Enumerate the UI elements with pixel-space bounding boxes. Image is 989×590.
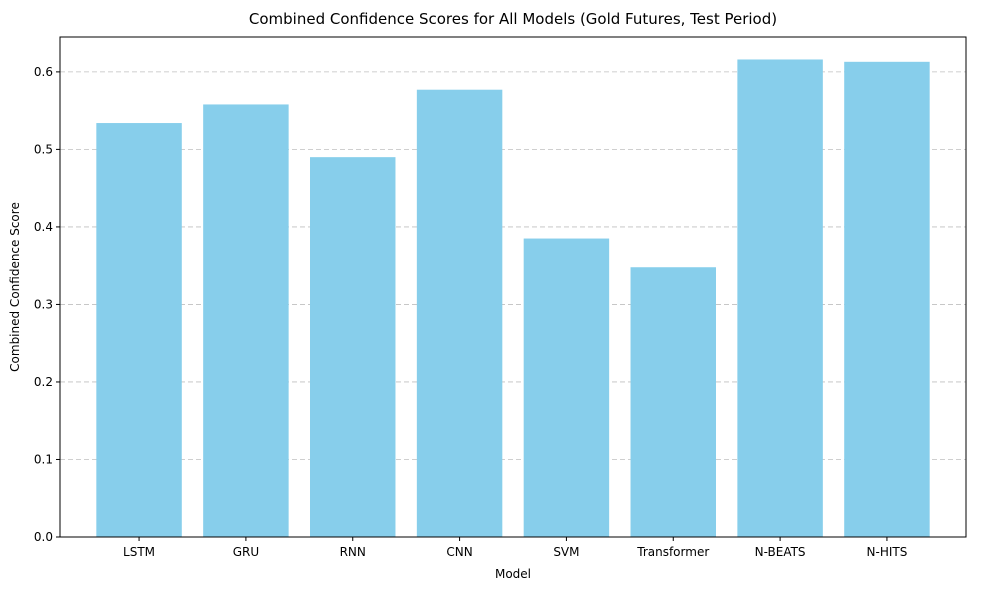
bar-rnn	[310, 157, 396, 538]
bar-n-beats	[737, 59, 823, 537]
y-tick-label-5: 0.5	[34, 142, 53, 156]
bar-gru	[203, 104, 289, 537]
y-tick-label-2: 0.2	[34, 375, 53, 389]
bar-cnn	[416, 89, 503, 537]
y-axis-ticks: 0.0 0.1 0.2 0.3 0.4 0.5 0.6	[34, 65, 60, 544]
chart-title: Combined Confidence Scores for All Model…	[249, 10, 777, 28]
y-tick-label-0: 0.0	[34, 530, 53, 544]
x-axis-label: Model	[495, 567, 531, 581]
bar-n-hits	[844, 61, 930, 537]
grid-lines	[60, 71, 966, 538]
bar-svm	[523, 238, 610, 537]
x-tick-label-rnn: RNN	[340, 545, 366, 559]
bar-lstm	[96, 123, 182, 537]
x-tick-label-n-hits: N-HITS	[867, 545, 908, 559]
y-tick-label-4: 0.4	[34, 220, 53, 234]
x-axis-ticks: LSTM GRU RNN CNN SVM Transformer N-BEATS N-HITS	[123, 537, 907, 559]
bar-transformer	[630, 267, 716, 537]
y-tick-label-3: 0.3	[34, 297, 53, 311]
x-tick-label-svm: SVM	[553, 545, 579, 559]
y-axis-label: Combined Confidence Score	[8, 202, 22, 372]
x-tick-label-gru: GRU	[233, 545, 259, 559]
y-tick-label-1: 0.1	[34, 452, 53, 466]
x-tick-label-n-beats: N-BEATS	[755, 545, 806, 559]
y-tick-label-6: 0.6	[34, 65, 53, 79]
x-tick-label-transformer: Transformer	[636, 545, 709, 559]
bars	[96, 59, 930, 538]
x-tick-label-cnn: CNN	[446, 545, 472, 559]
plot-frame	[59, 36, 967, 538]
x-tick-label-lstm: LSTM	[123, 545, 155, 559]
